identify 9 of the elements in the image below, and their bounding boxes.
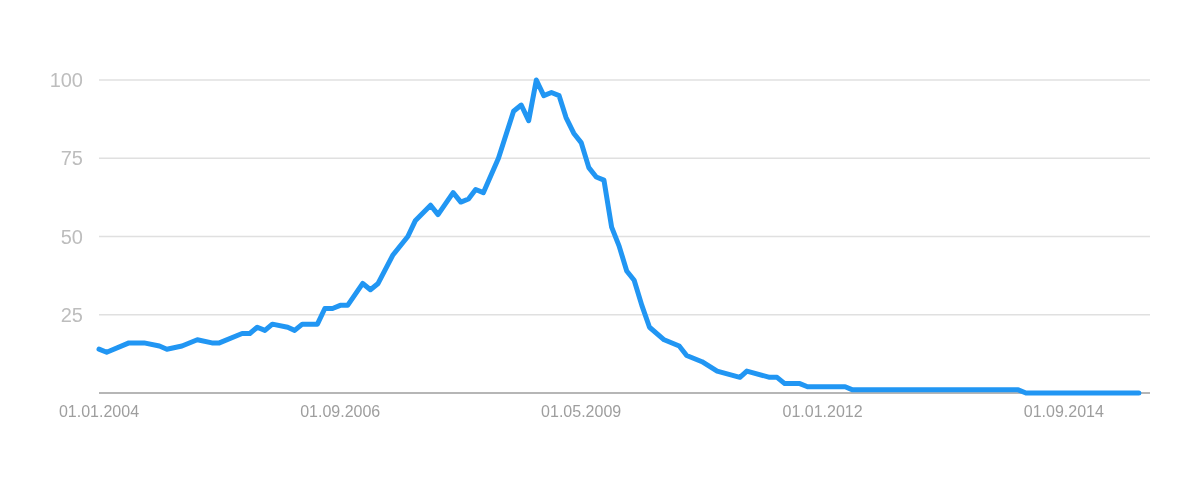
y-tick-label: 100 [49, 69, 83, 91]
x-tick-label: 01.01.2004 [58, 403, 140, 420]
x-tick-label: 01.01.2012 [782, 403, 863, 420]
x-tick-label: 01.09.2014 [1023, 403, 1104, 420]
x-tick-label: 01.09.2006 [300, 403, 381, 420]
y-tick-label: 75 [60, 147, 83, 170]
y-tick-label: 50 [60, 225, 83, 248]
y-tick-label: 25 [60, 303, 83, 326]
x-tick-label: 01.05.2009 [541, 403, 622, 420]
